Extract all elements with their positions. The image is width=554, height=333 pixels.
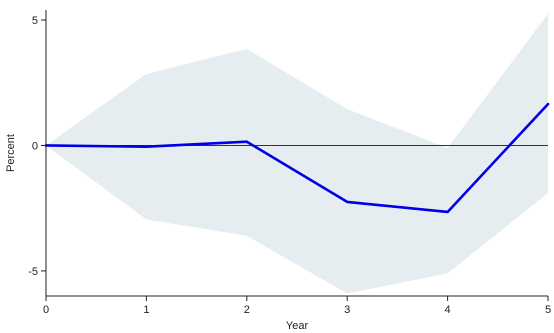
- data-point: [145, 145, 148, 148]
- y-axis-title: Percent: [5, 134, 17, 172]
- series-line: [44, 102, 550, 214]
- x-axis-title: Year: [286, 320, 309, 332]
- data-point: [446, 210, 449, 214]
- x-tick-label: 2: [244, 304, 250, 316]
- y-tick-label: 0: [32, 140, 38, 152]
- y-tick-label: 5: [32, 15, 38, 27]
- data-point: [245, 140, 248, 143]
- axes-layer: -5 0 5 0 1 2 3 4 5: [28, 10, 551, 316]
- confidence-band: [46, 13, 548, 294]
- x-tick-label: 3: [344, 304, 350, 316]
- data-point: [346, 200, 349, 204]
- data-point: [546, 102, 550, 106]
- x-tick-label: 1: [143, 304, 149, 316]
- x-tick-label: 0: [43, 304, 49, 316]
- confidence-band-layer: [46, 13, 548, 294]
- y-tick-label: -5: [28, 266, 38, 278]
- x-tick-label: 5: [545, 304, 551, 316]
- x-tick-label: 4: [445, 304, 451, 316]
